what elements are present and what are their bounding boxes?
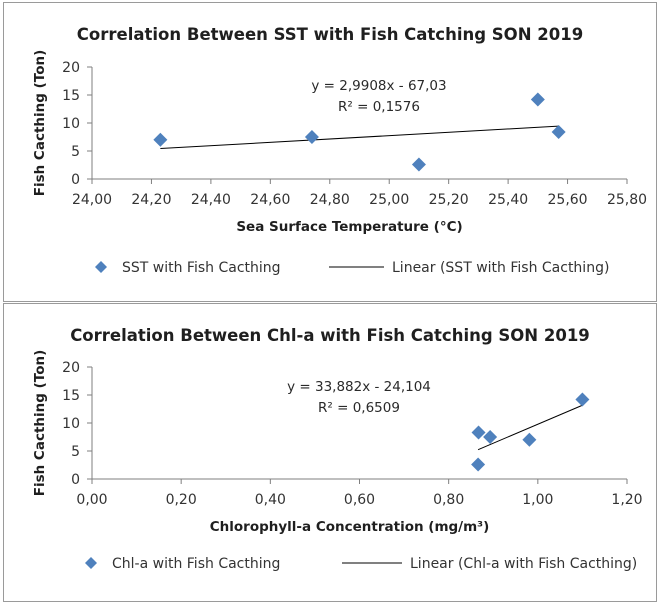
x-tick-label: 25,80 (607, 192, 647, 208)
data-point (575, 392, 590, 407)
chart-title: Correlation Between SST with Fish Catchi… (77, 25, 583, 44)
trendline-equation: y = 33,882x - 24,104 (287, 379, 431, 395)
chart-sst-svg: Correlation Between SST with Fish Catchi… (32, 25, 647, 276)
y-tick-label: 15 (62, 88, 80, 104)
x-tick-label: 0,80 (433, 492, 464, 508)
y-axis-label: Fish Cacthing (Ton) (32, 350, 48, 497)
x-tick-label: 24,00 (72, 192, 112, 208)
trendline (477, 404, 583, 451)
data-point (471, 425, 486, 440)
y-tick-label: 10 (62, 116, 80, 132)
chart-panel-sst: Correlation Between SST with Fish Catchi… (3, 2, 657, 302)
x-tick-label: 25,00 (369, 192, 409, 208)
data-point (153, 132, 168, 147)
trendline-equation: y = 2,9908x - 67,03 (311, 78, 446, 94)
y-tick-label: 20 (62, 60, 80, 76)
x-tick-label: 25,40 (488, 192, 528, 208)
x-tick-label: 25,60 (548, 192, 588, 208)
trendline (160, 125, 559, 150)
x-tick-label: 24,80 (310, 192, 350, 208)
trendline-r2: R² = 0,6509 (318, 400, 400, 416)
data-point (530, 92, 545, 107)
x-tick-label: 24,20 (131, 192, 171, 208)
y-tick-label: 5 (71, 144, 80, 160)
legend-series-label: SST with Fish Cacthing (122, 260, 281, 276)
data-point (551, 124, 566, 139)
x-tick-label: 0,60 (344, 492, 375, 508)
x-tick-label: 24,40 (191, 192, 231, 208)
x-axis-label: Sea Surface Temperature (°C) (236, 219, 462, 235)
x-axis-label: Chlorophyll-a Concentration (mg/m³) (210, 519, 490, 535)
data-point (522, 432, 537, 447)
y-tick-label: 10 (62, 416, 80, 432)
y-tick-label: 15 (62, 388, 80, 404)
legend-series-label: Chl-a with Fish Cacthing (112, 556, 280, 572)
data-point (411, 157, 426, 172)
y-tick-label: 20 (62, 360, 80, 376)
x-tick-label: 0,20 (166, 492, 197, 508)
y-tick-label: 5 (71, 444, 80, 460)
legend-trendline-label: Linear (SST with Fish Cacthing) (392, 260, 609, 276)
legend-marker-diamond-icon (85, 557, 97, 569)
x-tick-label: 1,00 (522, 492, 553, 508)
data-point (483, 430, 498, 444)
chart-title: Correlation Between Chl-a with Fish Catc… (70, 326, 590, 345)
y-tick-label: 0 (71, 172, 80, 188)
legend-marker-diamond-icon (95, 261, 107, 273)
data-point (471, 457, 486, 472)
chart-chla-svg: Correlation Between Chl-a with Fish Catc… (32, 326, 643, 572)
x-tick-label: 1,20 (611, 492, 642, 508)
legend-trendline-label: Linear (Chl-a with Fish Cacthing) (410, 556, 637, 572)
y-tick-label: 0 (71, 472, 80, 488)
x-tick-label: 25,20 (429, 192, 469, 208)
x-tick-label: 0,40 (255, 492, 286, 508)
x-tick-label: 0,00 (76, 492, 107, 508)
data-point (304, 130, 319, 144)
x-tick-label: 24,60 (250, 192, 290, 208)
chart-panel-chla: Correlation Between Chl-a with Fish Catc… (3, 303, 657, 602)
trendline-r2: R² = 0,1576 (338, 99, 420, 115)
y-axis-label: Fish Cacthing (Ton) (32, 50, 48, 197)
